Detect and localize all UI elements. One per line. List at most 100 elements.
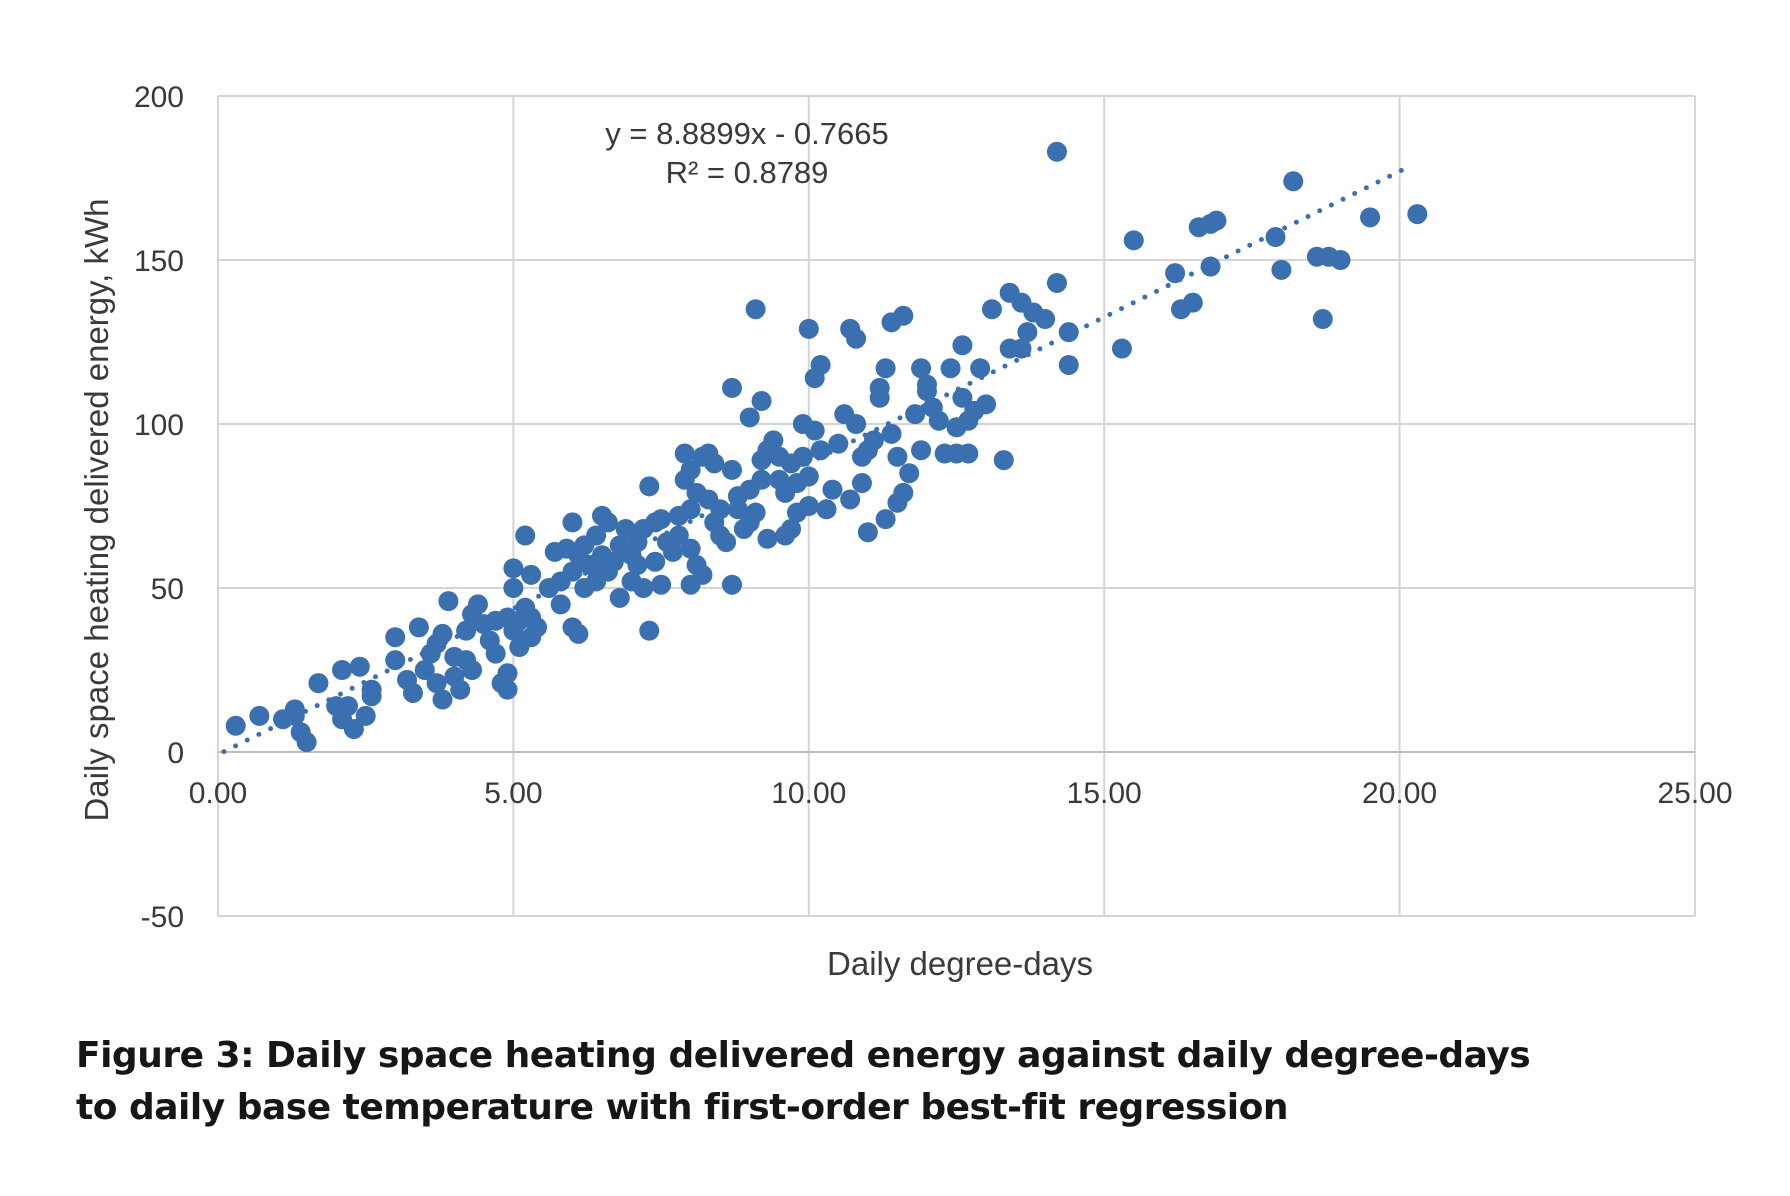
data-point [426, 673, 447, 694]
data-point [846, 328, 867, 349]
data-point [674, 443, 695, 464]
data-point [467, 594, 488, 615]
data-point [568, 623, 589, 644]
data-point [1111, 338, 1132, 359]
data-point [586, 525, 607, 546]
data-point [562, 561, 583, 582]
data-point [615, 518, 636, 539]
data-point [716, 532, 737, 553]
data-point [739, 407, 760, 428]
data-point [704, 453, 725, 474]
data-point [981, 299, 1002, 320]
y-tick-label: 100 [134, 409, 184, 442]
data-point [710, 499, 731, 520]
data-point [1182, 292, 1203, 313]
data-point [225, 715, 246, 736]
data-point [651, 509, 672, 530]
data-point [810, 354, 831, 375]
data-point [798, 496, 819, 516]
data-point [432, 689, 453, 710]
data-point [721, 574, 742, 595]
y-axis-title: Daily space heating delivered energy, kW… [78, 198, 115, 821]
x-axis-title: Daily degree-days [827, 945, 1093, 982]
data-point [485, 643, 506, 664]
x-tick-label: 5.00 [484, 777, 542, 810]
data-point [1283, 171, 1304, 192]
data-point [1360, 207, 1381, 228]
data-point [940, 358, 961, 379]
data-point [680, 538, 701, 559]
data-point [627, 555, 648, 576]
data-point [798, 318, 819, 339]
y-tick-label: 0 [167, 737, 184, 770]
data-point [349, 656, 370, 677]
data-point [432, 623, 453, 644]
data-point [1312, 309, 1333, 330]
data-points [225, 141, 1428, 753]
data-point [603, 551, 624, 572]
data-point [958, 443, 979, 464]
data-point [893, 482, 914, 503]
data-point [804, 420, 825, 441]
data-point [438, 591, 459, 612]
data-point [639, 620, 660, 641]
data-point [899, 463, 920, 484]
data-point [527, 617, 548, 638]
x-tick-label: 0.00 [189, 777, 247, 810]
data-point [662, 541, 683, 562]
data-point [863, 430, 884, 451]
data-point [851, 473, 872, 494]
data-point [727, 499, 748, 520]
data-point [249, 705, 270, 726]
data-point [881, 423, 902, 444]
data-point [1165, 263, 1186, 284]
data-point [792, 446, 813, 467]
data-point [308, 673, 329, 694]
data-point [952, 387, 973, 408]
y-tick-label: -50 [141, 901, 184, 934]
data-point [911, 358, 932, 379]
data-point [408, 617, 429, 638]
data-point [763, 430, 784, 451]
data-point [680, 499, 701, 520]
data-point [887, 446, 908, 467]
figure-caption: Figure 3: Daily space heating delivered … [76, 1030, 1676, 1134]
data-point [993, 450, 1014, 471]
data-point [875, 509, 896, 530]
data-point [798, 466, 819, 487]
data-point [952, 335, 973, 356]
data-point [1011, 338, 1032, 359]
x-tick-label: 20.00 [1362, 777, 1437, 810]
data-point [414, 660, 435, 680]
data-point [1046, 272, 1067, 293]
data-point [751, 469, 772, 490]
data-point [343, 719, 364, 740]
figure-caption-line-1: Figure 3: Daily space heating delivered … [76, 1035, 1531, 1076]
data-point [828, 433, 849, 454]
data-point [1271, 259, 1292, 280]
data-point [355, 705, 376, 726]
data-point [1200, 256, 1221, 277]
data-point [928, 410, 949, 431]
data-point [745, 502, 766, 523]
data-point [1407, 204, 1428, 225]
data-point [781, 518, 802, 539]
data-point [1017, 322, 1038, 343]
data-point [521, 564, 542, 585]
data-point [609, 587, 630, 608]
data-point [857, 522, 878, 543]
axis-tick-labels: 0.00 5.00 10.00 15.00 20.00 25.00 -50 0 50 100 150… [134, 81, 1733, 934]
data-point [822, 479, 843, 500]
data-point [893, 305, 914, 326]
data-point [1330, 250, 1351, 270]
data-point [875, 358, 896, 379]
data-point [1265, 227, 1286, 248]
data-point [633, 578, 654, 598]
data-point [680, 459, 701, 480]
data-point [402, 682, 423, 703]
trendline-equation: y = 8.8899x - 0.7665 [605, 116, 889, 151]
data-point [515, 525, 536, 546]
data-point [497, 679, 518, 700]
data-point [757, 528, 778, 549]
